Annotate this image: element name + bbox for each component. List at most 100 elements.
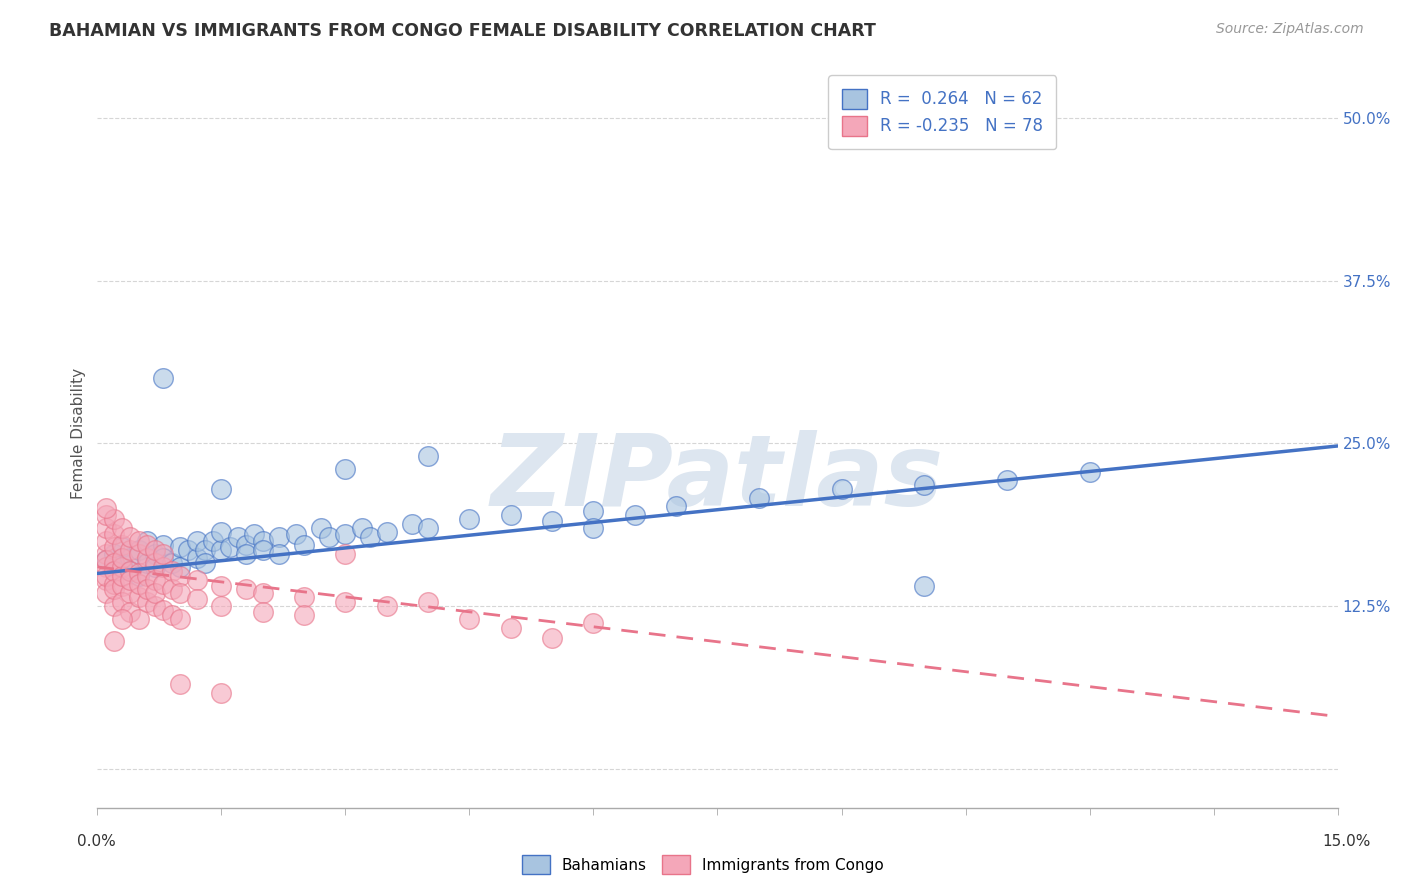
Point xyxy=(152,603,174,617)
Point xyxy=(160,608,183,623)
Point xyxy=(103,582,125,596)
Point xyxy=(111,541,134,555)
Point xyxy=(128,612,150,626)
Legend: Bahamians, Immigrants from Congo: Bahamians, Immigrants from Congo xyxy=(516,849,890,880)
Point xyxy=(309,521,332,535)
Point xyxy=(136,550,159,565)
Point xyxy=(831,482,853,496)
Point xyxy=(582,521,605,535)
Point xyxy=(318,530,340,544)
Point xyxy=(235,538,257,552)
Point xyxy=(169,541,191,555)
Point xyxy=(209,543,232,558)
Point xyxy=(94,569,117,583)
Point xyxy=(209,524,232,539)
Point xyxy=(103,560,125,574)
Point xyxy=(160,582,183,596)
Point xyxy=(235,582,257,596)
Point xyxy=(252,606,274,620)
Text: ZIPatlas: ZIPatlas xyxy=(491,430,943,527)
Point xyxy=(103,556,125,570)
Point xyxy=(186,533,208,548)
Point xyxy=(169,560,191,574)
Point xyxy=(143,547,166,561)
Point xyxy=(416,450,439,464)
Legend: R =  0.264   N = 62, R = -0.235   N = 78: R = 0.264 N = 62, R = -0.235 N = 78 xyxy=(828,76,1056,150)
Point xyxy=(169,586,191,600)
Point xyxy=(128,590,150,604)
Point xyxy=(94,553,117,567)
Point xyxy=(375,599,398,613)
Point xyxy=(541,632,564,646)
Point xyxy=(194,556,217,570)
Point xyxy=(143,573,166,587)
Text: 15.0%: 15.0% xyxy=(1323,834,1371,849)
Point xyxy=(243,527,266,541)
Point xyxy=(111,579,134,593)
Point xyxy=(359,530,381,544)
Point xyxy=(120,543,142,558)
Point xyxy=(218,541,240,555)
Point xyxy=(111,556,134,570)
Point xyxy=(111,612,134,626)
Point xyxy=(103,527,125,541)
Point xyxy=(169,612,191,626)
Point xyxy=(103,512,125,526)
Point xyxy=(226,530,249,544)
Point xyxy=(111,538,134,552)
Point xyxy=(269,530,291,544)
Point xyxy=(194,543,217,558)
Text: Source: ZipAtlas.com: Source: ZipAtlas.com xyxy=(1216,22,1364,37)
Point xyxy=(335,595,357,609)
Point xyxy=(458,512,481,526)
Point xyxy=(152,538,174,552)
Point xyxy=(143,586,166,600)
Point xyxy=(202,533,225,548)
Text: 0.0%: 0.0% xyxy=(77,834,117,849)
Point xyxy=(252,533,274,548)
Point xyxy=(995,473,1018,487)
Point xyxy=(912,579,935,593)
Point xyxy=(94,560,117,574)
Point xyxy=(120,564,142,578)
Point xyxy=(177,543,200,558)
Point xyxy=(103,547,125,561)
Point xyxy=(748,491,770,505)
Point xyxy=(136,538,159,552)
Point xyxy=(541,515,564,529)
Point xyxy=(136,582,159,596)
Point xyxy=(401,516,423,531)
Point xyxy=(665,499,688,513)
Point xyxy=(128,569,150,583)
Point xyxy=(209,482,232,496)
Point xyxy=(128,547,150,561)
Point xyxy=(209,599,232,613)
Point xyxy=(252,543,274,558)
Point xyxy=(103,564,125,578)
Point xyxy=(152,547,174,561)
Point xyxy=(160,556,183,570)
Point xyxy=(136,569,159,583)
Point xyxy=(209,686,232,700)
Point xyxy=(111,550,134,565)
Point xyxy=(120,573,142,587)
Point xyxy=(94,533,117,548)
Point xyxy=(235,547,257,561)
Point xyxy=(111,521,134,535)
Point xyxy=(169,677,191,691)
Point xyxy=(416,595,439,609)
Point xyxy=(186,573,208,587)
Point xyxy=(94,586,117,600)
Point xyxy=(269,547,291,561)
Point xyxy=(111,560,134,574)
Point xyxy=(128,577,150,591)
Point xyxy=(209,579,232,593)
Point xyxy=(120,606,142,620)
Point xyxy=(94,501,117,516)
Point xyxy=(143,556,166,570)
Point xyxy=(94,508,117,522)
Text: BAHAMIAN VS IMMIGRANTS FROM CONGO FEMALE DISABILITY CORRELATION CHART: BAHAMIAN VS IMMIGRANTS FROM CONGO FEMALE… xyxy=(49,22,876,40)
Point xyxy=(94,547,117,561)
Point xyxy=(103,634,125,648)
Point xyxy=(94,573,117,587)
